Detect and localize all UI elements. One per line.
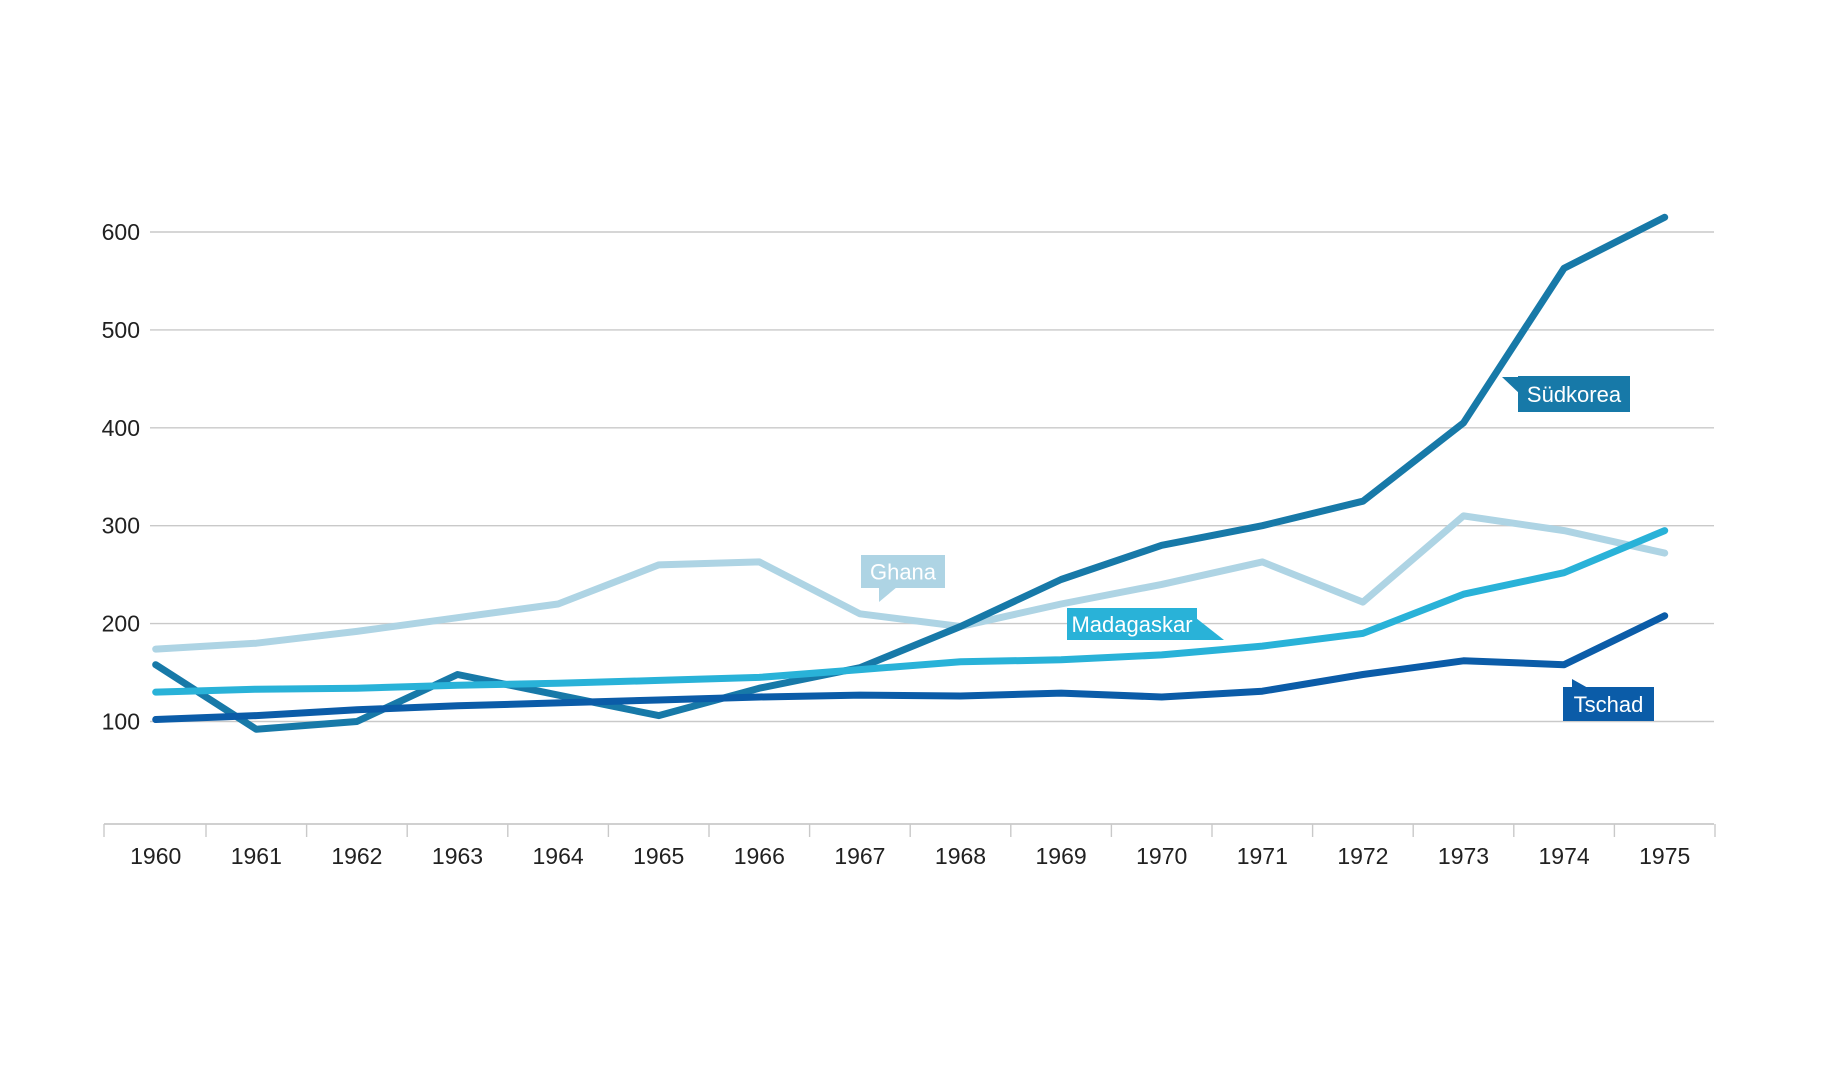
series-label-tail-suedkorea [1502, 377, 1521, 395]
series-label-tail-ghana [879, 587, 897, 602]
series-label-text-madagaskar: Madagaskar [1071, 612, 1192, 637]
series-line-ghana [152, 512, 1669, 653]
x-tick-label-1960: 1960 [130, 843, 181, 869]
x-tick-label-1967: 1967 [834, 843, 885, 869]
x-tick-label-1973: 1973 [1438, 843, 1489, 869]
series-label-tail-madagaskar [1196, 618, 1224, 640]
x-tick-label-1962: 1962 [331, 843, 382, 869]
series-line-suedkorea [152, 213, 1669, 733]
x-tick-label-1972: 1972 [1337, 843, 1388, 869]
series-label-text-suedkorea: Südkorea [1527, 382, 1622, 407]
series-label-text-tschad: Tschad [1574, 692, 1644, 717]
x-tick-label-1966: 1966 [734, 843, 785, 869]
series-line-madagaskar [152, 527, 1669, 696]
series-label-tail-tschad [1572, 679, 1588, 688]
series-line-tschad [152, 612, 1669, 723]
series-label-tschad: Tschad [1563, 679, 1654, 721]
series-label-box-madagaskar [1067, 608, 1197, 640]
x-tick-label-1968: 1968 [935, 843, 986, 869]
y-tick-label-500: 500 [102, 317, 140, 343]
y-tick-label-400: 400 [102, 415, 140, 441]
y-tick-label-100: 100 [102, 709, 140, 735]
series-label-madagaskar: Madagaskar [1067, 608, 1224, 640]
x-tick-label-1974: 1974 [1539, 843, 1590, 869]
y-tick-label-200: 200 [102, 611, 140, 637]
x-tick-label-1965: 1965 [633, 843, 684, 869]
series-label-suedkorea: Südkorea [1502, 376, 1630, 412]
series-label-ghana: Ghana [861, 555, 945, 602]
series-label-text-ghana: Ghana [870, 560, 937, 585]
x-tick-label-1963: 1963 [432, 843, 483, 869]
y-tick-label-600: 600 [102, 219, 140, 245]
x-tick-label-1971: 1971 [1237, 843, 1288, 869]
series-label-box-ghana [861, 555, 945, 588]
series-label-box-suedkorea [1518, 376, 1630, 412]
series-label-box-tschad [1563, 687, 1654, 721]
x-tick-label-1961: 1961 [231, 843, 282, 869]
y-tick-label-300: 300 [102, 513, 140, 539]
x-tick-label-1964: 1964 [533, 843, 584, 869]
x-tick-label-1975: 1975 [1639, 843, 1690, 869]
x-tick-label-1969: 1969 [1036, 843, 1087, 869]
x-tick-label-1970: 1970 [1136, 843, 1187, 869]
